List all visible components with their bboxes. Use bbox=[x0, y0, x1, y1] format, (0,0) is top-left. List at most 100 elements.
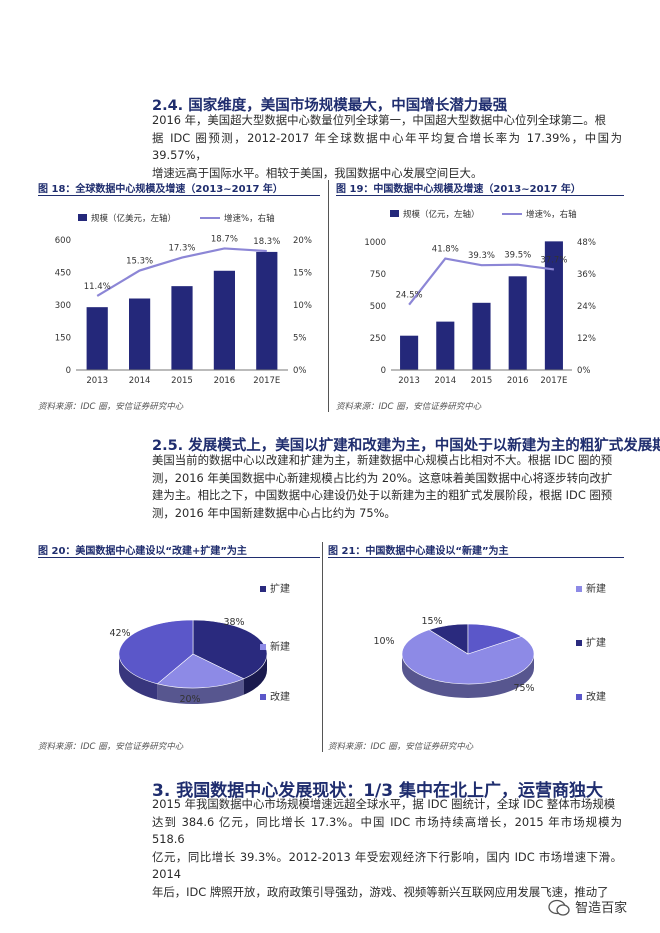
y-right-tick-label: 0% bbox=[577, 366, 591, 376]
x-tick-label: 2013 bbox=[86, 376, 108, 386]
y-left-tick-label: 0 bbox=[66, 366, 71, 376]
pie-value-label: 38% bbox=[223, 617, 244, 628]
x-tick-label: 2014 bbox=[434, 376, 456, 386]
pie-value-label: 10% bbox=[373, 636, 394, 647]
paragraph-line: 亿元，同比增长 39.3%。2012-2013 年受宏观经济下行影响，国内 ID… bbox=[152, 849, 622, 882]
legend-label: 新建 bbox=[270, 640, 290, 653]
figure-20-title-rule bbox=[38, 557, 320, 558]
paragraph-line: 建为主。相比之下，中国数据中心建设仍处于以新建为主的粗犷式发展阶段，根据 IDC… bbox=[152, 488, 613, 503]
figure-18-title-rule bbox=[38, 195, 320, 196]
legend-line-label: 增速%，右轴 bbox=[526, 209, 577, 220]
legend-swatch bbox=[576, 640, 582, 646]
legend-label: 扩建 bbox=[586, 636, 606, 649]
section-2-4-paragraph: 2016 年，美国超大型数据中心数量位列全球第一，中国超大型数据中心位列全球第二… bbox=[152, 112, 622, 182]
x-tick-label: 2016 bbox=[507, 376, 529, 386]
data-label: 17.3% bbox=[168, 244, 195, 254]
x-tick-label: 2015 bbox=[171, 376, 193, 386]
legend-swatch bbox=[260, 694, 266, 700]
y-left-tick-label: 250 bbox=[370, 334, 386, 344]
paragraph-line: 2015 年我国数据中心市场规模增速远超全球水平，据 IDC 圈统计，全球 ID… bbox=[152, 797, 616, 811]
pie-slice-side bbox=[243, 654, 267, 695]
paragraph-line: 测，2016 年美国数据中心新建规模占比约为 20%。这意味着美国数据中心将逐步… bbox=[152, 470, 613, 485]
y-right-tick-label: 5% bbox=[293, 334, 307, 344]
x-tick-label: 2013 bbox=[398, 376, 420, 386]
data-label: 37.7% bbox=[540, 255, 567, 265]
legend-swatch bbox=[260, 644, 266, 650]
wechat-icon bbox=[548, 899, 570, 916]
pie-value-label: 75% bbox=[513, 683, 534, 694]
data-label: 15.3% bbox=[126, 257, 153, 267]
bar bbox=[86, 307, 108, 370]
growth-line bbox=[408, 257, 555, 306]
legend-label: 扩建 bbox=[270, 582, 290, 595]
figure-18-source: 资料来源：IDC 圈，安信证券研究中心 bbox=[38, 402, 184, 412]
paragraph-line: 增速远高于国际水平。相较于美国，我国数据中心发展空间巨大。 bbox=[152, 165, 483, 180]
data-label: 41.8% bbox=[432, 245, 459, 255]
data-label: 18.3% bbox=[253, 237, 280, 247]
pie-slice bbox=[118, 619, 194, 685]
bar bbox=[213, 270, 235, 370]
pie-slice bbox=[467, 623, 523, 655]
y-right-tick-label: 15% bbox=[293, 269, 312, 279]
bar bbox=[472, 302, 491, 370]
x-tick-label: 2017E bbox=[540, 376, 567, 386]
y-right-tick-label: 10% bbox=[293, 301, 312, 311]
paragraph-line: 测，2016 年中国新建数据中心占比约为 75%。 bbox=[152, 505, 396, 520]
legend-bar-label: 规模（亿美元，左轴） bbox=[91, 213, 176, 224]
pie-value-label: 42% bbox=[109, 628, 130, 639]
y-right-tick-label: 36% bbox=[577, 270, 596, 280]
y-left-tick-label: 0 bbox=[381, 366, 386, 376]
bar bbox=[436, 321, 455, 370]
section-2-5-heading: 2.5. 发展模式上，美国以扩建和改建为主，中国处于以新建为主的粗犷式发展期 bbox=[152, 438, 660, 454]
x-tick-label: 2016 bbox=[214, 376, 236, 386]
data-label: 18.7% bbox=[211, 234, 238, 244]
legend-bar-swatch bbox=[390, 210, 399, 217]
legend-swatch bbox=[576, 694, 582, 700]
legend-swatch bbox=[260, 586, 266, 592]
legend-label: 新建 bbox=[586, 582, 606, 595]
paragraph-line: 据 IDC 圈预测，2012-2017 年全球数据中心年平均复合增长率为 17.… bbox=[152, 130, 622, 163]
figure-divider bbox=[322, 542, 323, 752]
data-label: 11.4% bbox=[84, 282, 111, 292]
y-left-tick-label: 500 bbox=[370, 302, 386, 312]
bar bbox=[544, 241, 563, 370]
growth-line bbox=[96, 247, 267, 297]
data-label: 39.5% bbox=[504, 251, 531, 261]
y-left-tick-label: 750 bbox=[370, 270, 386, 280]
bar bbox=[256, 251, 278, 370]
figure-19-title: 图 19：中国数据中心规模及增速（2013~2017 年） bbox=[336, 184, 581, 195]
y-right-tick-label: 48% bbox=[577, 238, 596, 248]
bar bbox=[508, 276, 527, 370]
legend-label: 改建 bbox=[270, 690, 290, 703]
y-right-tick-label: 12% bbox=[577, 334, 596, 344]
paragraph-line: 年后，IDC 牌照开放，政府政策引导强劲，游戏、视频等新兴互联网应用发展飞速，推… bbox=[152, 884, 609, 899]
pie-slice bbox=[192, 619, 268, 680]
figure-20-title: 图 20：美国数据中心建设以“改建+扩建”为主 bbox=[38, 546, 247, 557]
figure-20-source: 资料来源：IDC 圈，安信证券研究中心 bbox=[38, 742, 184, 752]
paragraph-line: 美国当前的数据中心以改建和扩建为主，新建数据中心规模占比相对不大。根据 IDC … bbox=[152, 453, 613, 467]
y-right-tick-label: 24% bbox=[577, 302, 596, 312]
bar bbox=[129, 298, 151, 370]
paragraph-line: 达到 384.6 亿元，同比增长 17.3%。中国 IDC 市场持续高增长，20… bbox=[152, 814, 622, 847]
y-left-tick-label: 600 bbox=[55, 236, 71, 246]
y-left-tick-label: 450 bbox=[55, 269, 71, 279]
pie-slice-side bbox=[157, 678, 244, 704]
legend-bar-swatch bbox=[78, 214, 87, 221]
data-label: 39.3% bbox=[468, 251, 495, 261]
x-tick-label: 2017E bbox=[253, 376, 280, 386]
watermark-text: 智造百家 bbox=[575, 901, 628, 916]
figure-19-chart: 规模（亿元，左轴） 增速%，右轴 24.5% 41.8% 39.3% 39.5% 37.… bbox=[364, 209, 596, 386]
legend-label: 改建 bbox=[586, 690, 606, 703]
section-3-paragraph: 2015 年我国数据中心市场规模增速远超全球水平，据 IDC 圈统计，全球 ID… bbox=[152, 796, 622, 902]
y-left-tick-label: 1000 bbox=[364, 238, 386, 248]
x-tick-label: 2015 bbox=[471, 376, 493, 386]
y-left-tick-label: 150 bbox=[55, 334, 71, 344]
section-2-4-heading: 2.4. 国家维度，美国市场规模最大，中国增长潜力最强 bbox=[152, 98, 508, 114]
pie-slice-side bbox=[402, 654, 534, 698]
section-3-heading: 3. 我国数据中心发展现状：1/3 集中在北上广，运营商独大 bbox=[152, 781, 603, 801]
figure-divider bbox=[328, 180, 329, 412]
y-right-tick-label: 20% bbox=[293, 236, 312, 246]
figure-21-title: 图 21：中国数据中心建设以“新建”为主 bbox=[328, 546, 509, 557]
